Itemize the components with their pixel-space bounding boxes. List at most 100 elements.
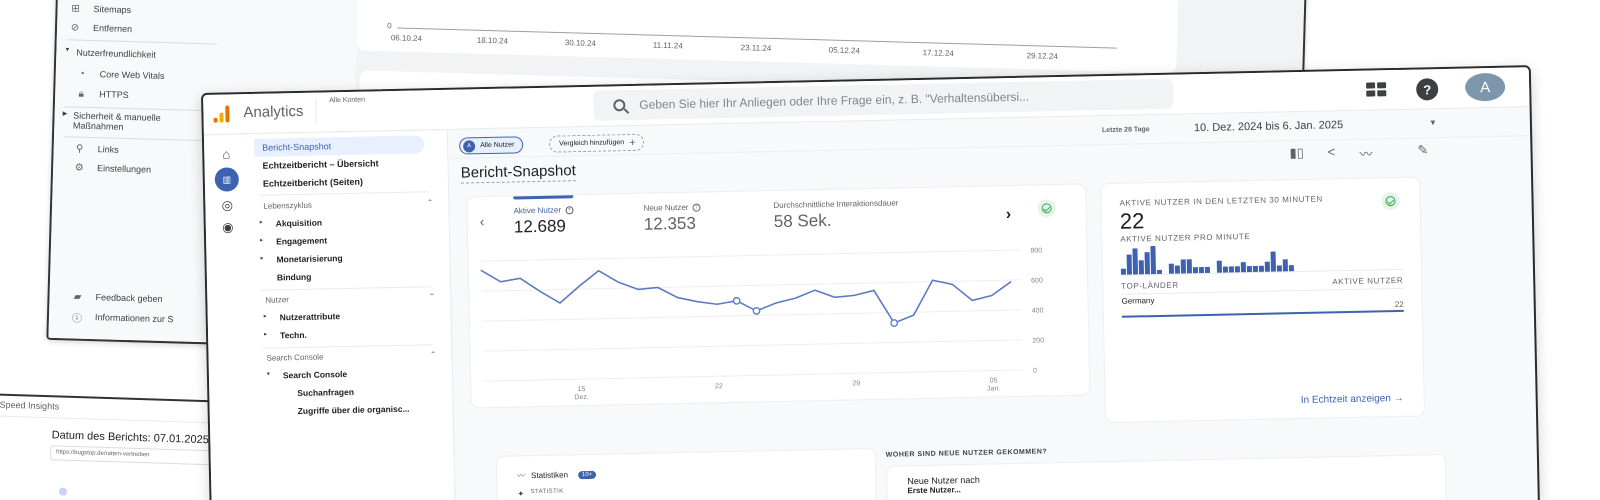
nav-engagement[interactable]: ▸ Engagement <box>260 235 328 247</box>
kpi-next-button[interactable]: › <box>1005 206 1012 224</box>
caret-right-icon: ▸ <box>260 255 264 262</box>
feedback-icon: ▰ <box>73 291 82 303</box>
speed-insights-title: Speed Insights <box>0 399 60 412</box>
realtime-card: AKTIVE NUTZER IN DEN LETZTEN 30 MINUTEN … <box>1100 176 1426 424</box>
section-security[interactable]: ▶ Sicherheit & manuelle Maßnahmen <box>62 110 161 132</box>
info-icon: ⓘ <box>71 313 83 325</box>
nav-core-web-vitals[interactable]: ◔ Core Web Vitals <box>76 68 165 82</box>
check-circle-icon <box>1037 199 1056 218</box>
divider <box>315 98 317 125</box>
help-icon[interactable]: ? <box>565 205 574 214</box>
kpi-active-users[interactable]: Aktive Nutzer? 12.689 <box>513 205 574 237</box>
date-range-label: Letzte 28 Tage <box>1101 126 1150 135</box>
chevron-up-icon: ⌃ <box>429 350 437 360</box>
edit-pencil-icon[interactable]: ✎ <box>1417 142 1429 158</box>
analytics-logo-icon[interactable] <box>213 104 231 123</box>
section-lifecycle[interactable]: Lebenszyklus ⌃ <box>263 198 434 211</box>
explore-icon[interactable]: ◎ <box>221 197 234 213</box>
reports-icon[interactable]: ▥ <box>214 167 240 192</box>
section-search-console[interactable]: Search Console ⌃ <box>266 350 437 363</box>
report-main: A Alle Nutzer Vergleich hinzufügen + Let… <box>449 108 1538 500</box>
nav-monetization[interactable]: ▸ Monetarisierung <box>260 253 343 265</box>
section-user[interactable]: Nutzer ⌃ <box>265 292 436 305</box>
x-tick: 18.10.24 <box>476 35 509 46</box>
date-range-picker[interactable]: 10. Dez. 2024 bis 6. Jan. 2025 <box>1193 119 1344 135</box>
nav-search-console-group[interactable]: ▾ Search Console <box>266 369 348 381</box>
svg-text:05: 05 <box>990 377 998 384</box>
nav-realtime-pages[interactable]: Echtzeitbericht (Seiten) <box>262 176 364 189</box>
svg-text:600: 600 <box>1031 277 1043 284</box>
caret-right-icon: ▸ <box>263 313 267 320</box>
nav-queries[interactable]: Suchanfragen <box>297 386 355 399</box>
home-icon[interactable]: ⌂ <box>222 145 231 162</box>
x-tick: 30.10.24 <box>564 38 597 49</box>
caret-right-icon: ▸ <box>259 219 263 226</box>
divider <box>261 286 432 291</box>
insights-count-badge: 10+ <box>577 470 597 479</box>
svg-text:Jan.: Jan. <box>987 385 1000 392</box>
active-tab-indicator <box>513 195 574 200</box>
kpi-new-users[interactable]: Neue Nutzer? 12.353 <box>643 203 701 235</box>
nav-organic-traffic[interactable]: Zugriffe über die organisc... <box>297 403 410 417</box>
search-icon <box>613 99 626 112</box>
x-tick: 23.11.24 <box>740 43 772 53</box>
segment-letter-icon: A <box>463 139 476 153</box>
share-icon[interactable]: < <box>1327 144 1336 160</box>
links-icon: ⚲ <box>75 143 84 155</box>
help-icon[interactable]: ? <box>692 203 701 212</box>
nav-sitemaps[interactable]: ⊞ Sitemaps <box>71 2 132 16</box>
gear-icon: ⚙ <box>74 162 84 174</box>
nav-https[interactable]: 🔒︎ HTTPS <box>75 88 129 101</box>
kpi-chart-card: ‹ Aktive Nutzer? 12.689 Neue Nutzer? 12.… <box>466 183 1091 409</box>
nav-tech[interactable]: ▸ Techn. <box>264 329 307 341</box>
nav-settings[interactable]: ⚙ Einstellungen <box>74 162 152 175</box>
add-comparison-button[interactable]: Vergleich hinzufügen + <box>548 133 645 153</box>
section-experience[interactable]: ▼ Nutzerfreundlichkeit <box>64 47 156 60</box>
nav-retention[interactable]: Bindung <box>276 271 312 283</box>
kpi-prev-button[interactable]: ‹ <box>479 213 485 230</box>
caret-down-icon: ▾ <box>266 371 270 378</box>
search-input[interactable]: Geben Sie hier Ihr Anliegen oder Ihre Fr… <box>593 78 1174 121</box>
help-icon[interactable]: ? <box>1415 78 1439 101</box>
account-selector[interactable]: Alle Konten <box>329 96 366 105</box>
kpi-avg-engagement[interactable]: Durchschnittliche Interaktionsdauer 58 S… <box>773 198 899 232</box>
remove-icon: ⊘ <box>70 21 80 34</box>
chevron-up-icon: ⌃ <box>426 198 434 208</box>
divider <box>66 39 217 45</box>
segment-chip-all-users[interactable]: A Alle Nutzer <box>458 136 524 155</box>
sitemap-icon: ⊞ <box>71 2 80 15</box>
apps-grid-icon[interactable] <box>1366 82 1387 97</box>
svg-text:200: 200 <box>1032 337 1044 344</box>
svg-text:29: 29 <box>852 380 860 387</box>
nav-removals[interactable]: ⊘ Entfernen <box>70 21 133 35</box>
caret-down-icon: ▼ <box>64 47 71 54</box>
divider <box>63 136 214 142</box>
nav-feedback[interactable]: ▰ Feedback geben <box>71 290 163 305</box>
new-users-card: Neue Nutzer nach Erste Nutzer... <box>885 454 1448 500</box>
svg-text:0: 0 <box>1033 368 1037 375</box>
chevron-up-icon: ⌃ <box>428 292 436 302</box>
x-tick: 29.12.24 <box>1026 51 1058 61</box>
x-tick: 17.12.24 <box>922 48 954 59</box>
avatar[interactable]: A <box>1464 72 1506 102</box>
nav-info[interactable]: ⓘ Informationen zur S <box>71 312 174 325</box>
nav-user-attributes[interactable]: ▸ Nutzerattribute <box>263 311 341 323</box>
report-nav: Bericht-Snapshot Echtzeitbericht – Übers… <box>247 130 457 500</box>
insights-icon[interactable]: 〰 <box>1359 146 1373 162</box>
nav-links[interactable]: ⚲ Links <box>74 143 119 156</box>
view-realtime-link[interactable]: In Echtzeit anzeigen → <box>1300 392 1404 407</box>
product-name: Analytics <box>243 102 304 122</box>
advertising-icon[interactable]: ◉ <box>221 219 234 235</box>
caret-right-icon: ▶ <box>62 111 68 118</box>
compare-columns-icon[interactable]: ▮▯ <box>1289 144 1304 161</box>
performance-chart-card: 0 06.10.24 18.10.24 30.10.24 11.11.24 23… <box>356 0 1182 74</box>
arrow-right-icon: → <box>1393 392 1404 405</box>
nav-acquisition[interactable]: ▸ Akquisition <box>259 217 323 229</box>
lock-icon: 🔒︎ <box>78 88 85 100</box>
analytics-window: Analytics Alle Konten Geben Sie hier Ihr… <box>201 65 1540 500</box>
caret-down-icon[interactable]: ▼ <box>1428 118 1437 128</box>
y-axis-zero: 0 <box>387 21 392 31</box>
gauge-icon: ◔ <box>78 68 85 80</box>
plus-icon: + <box>629 136 636 149</box>
